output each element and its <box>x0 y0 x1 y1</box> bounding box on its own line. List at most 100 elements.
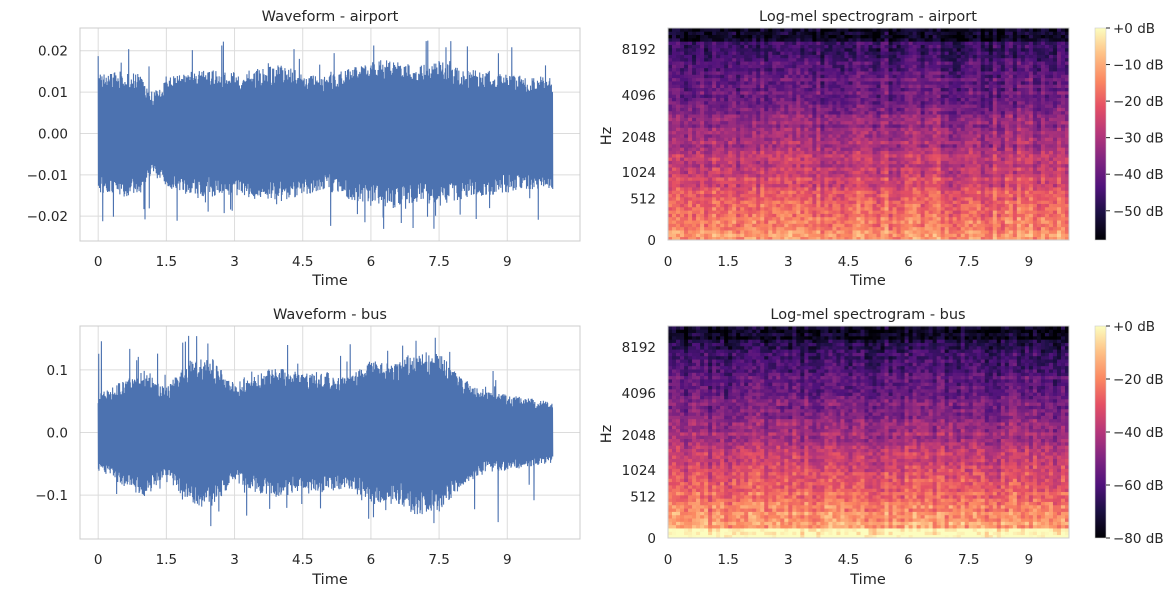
spectrogram-airport-cell <box>940 226 946 231</box>
spectrogram-airport-cell <box>748 41 753 45</box>
spectrogram-airport-cell <box>732 177 737 181</box>
spectrogram-airport-cell <box>772 230 777 234</box>
spectrogram-airport-cell <box>792 71 797 75</box>
spectrogram-airport-cell <box>944 81 950 85</box>
spectrogram-airport-cell <box>772 74 777 79</box>
spectrogram-airport-cell <box>744 31 749 36</box>
spectrogram-airport-cell <box>788 170 793 175</box>
spectrogram-airport-cell <box>940 236 946 241</box>
spectrogram-airport-cell <box>944 104 950 108</box>
spectrogram-airport-cell <box>940 74 946 79</box>
spectrogram-airport-cell <box>768 190 773 195</box>
spectrogram-airport-cell <box>692 170 697 175</box>
spectrogram-airport-cell <box>684 147 689 151</box>
spectrogram-airport-cell <box>944 213 950 218</box>
spectrogram-airport-cell <box>952 94 958 98</box>
spectrogram-airport-cell <box>956 153 962 158</box>
spectrogram-airport-cell <box>844 187 849 191</box>
spectrogram-airport-cell <box>908 213 914 218</box>
spectrogram-airport-cell <box>912 124 918 128</box>
spectrogram-airport-cell <box>884 61 889 65</box>
spectrogram-airport-cell <box>844 120 849 125</box>
spectrogram-airport-cell <box>912 170 918 175</box>
spectrogram-airport-cell <box>964 160 970 165</box>
spectrogram-airport-cell <box>884 213 889 218</box>
spectrogram-airport-cell <box>952 127 958 132</box>
spectrogram-airport-cell <box>784 230 789 234</box>
spectrogram-airport-cell <box>676 147 681 151</box>
spectrogram-airport-cell <box>716 100 721 105</box>
spectrogram-airport-cell <box>832 37 837 42</box>
spectrogram-airport-cell <box>968 130 974 135</box>
spectrogram-airport-cell <box>800 134 805 138</box>
spectrogram-airport-cell <box>776 127 781 132</box>
spectrogram-airport-cell <box>696 37 701 42</box>
spectrogram-airport-cell <box>864 213 869 218</box>
spectrogram-airport-cell <box>720 200 725 204</box>
spectrogram-airport-cell <box>800 54 805 59</box>
spectrogram-airport-cell <box>876 173 881 178</box>
spectrogram-airport-cell <box>860 37 865 42</box>
spectrogram-airport-cell <box>924 157 930 161</box>
spectrogram-airport-cell <box>712 87 717 92</box>
spectrogram-airport-cell <box>804 57 809 62</box>
spectrogram-airport-cell <box>840 74 845 79</box>
spectrogram-airport-cell <box>808 157 813 161</box>
spectrogram-airport-cell <box>724 226 729 231</box>
spectrogram-airport-cell <box>816 220 821 224</box>
spectrogram-airport-cell <box>824 41 829 45</box>
spectrogram-airport-cell <box>716 147 721 151</box>
spectrogram-airport-cell <box>912 90 918 95</box>
spectrogram-airport-cell <box>680 87 685 92</box>
spectrogram-airport-cell <box>720 81 725 85</box>
spectrogram-airport-cell <box>884 120 889 125</box>
spectrogram-airport-cell <box>836 196 841 201</box>
spectrogram-airport-cell <box>732 77 737 82</box>
spectrogram-airport-cell <box>684 67 689 72</box>
spectrogram-airport-cell <box>916 173 922 178</box>
spectrogram-airport-cell <box>880 206 885 211</box>
spectrogram-airport-cell <box>856 71 861 75</box>
spectrogram-airport-cell <box>904 187 909 191</box>
spectrogram-airport-cell <box>800 110 805 115</box>
spectrogram-airport-cell <box>672 64 677 69</box>
spectrogram-airport-cell <box>696 77 701 82</box>
spectrogram-airport-cell <box>740 71 745 75</box>
spectrogram-airport-cell <box>808 124 813 128</box>
spectrogram-airport-cell <box>964 213 970 218</box>
spectrogram-airport-cell <box>728 147 733 151</box>
spectrogram-airport-cell <box>752 81 757 85</box>
spectrogram-airport-cell <box>712 90 717 95</box>
spectrogram-airport-cell <box>760 84 765 89</box>
spectrogram-airport-cell <box>680 31 685 36</box>
spectrogram-airport-cell <box>736 140 741 145</box>
spectrogram-airport-cell <box>824 97 829 102</box>
spectrogram-airport-cell <box>792 167 797 171</box>
spectrogram-airport-cell <box>704 153 709 158</box>
spectrogram-airport-cell <box>704 87 709 92</box>
spectrogram-airport-cell <box>736 163 741 168</box>
spectrogram-airport-cell <box>808 37 813 42</box>
spectrogram-airport-cell <box>848 74 853 79</box>
spectrogram-airport-cell <box>684 203 689 208</box>
spectrogram-airport-cell <box>852 173 857 178</box>
spectrogram-airport-cell <box>676 127 681 132</box>
spectrogram-airport-cell <box>704 114 709 118</box>
spectrogram-airport-cell <box>824 140 829 145</box>
spectrogram-airport-cell <box>704 28 709 32</box>
spectrogram-airport-cell <box>772 71 777 75</box>
spectrogram-airport-cell <box>732 233 737 238</box>
spectrogram-airport-cell <box>724 84 729 89</box>
spectrogram-airport-cell <box>804 206 809 211</box>
spectrogram-airport-cell <box>708 77 713 82</box>
spectrogram-airport-cell <box>892 61 897 65</box>
spectrogram-airport-cell <box>876 54 881 59</box>
spectrogram-airport-cell <box>820 236 825 241</box>
spectrogram-airport-cell <box>784 110 789 115</box>
spectrogram-airport-cell <box>848 167 853 171</box>
spectrogram-airport-cell <box>768 223 773 228</box>
spectrogram-airport-cell <box>748 107 753 112</box>
spectrogram-airport-cell <box>708 150 713 155</box>
spectrogram-airport-cell <box>740 124 745 128</box>
spectrogram-airport-cell <box>900 41 905 45</box>
